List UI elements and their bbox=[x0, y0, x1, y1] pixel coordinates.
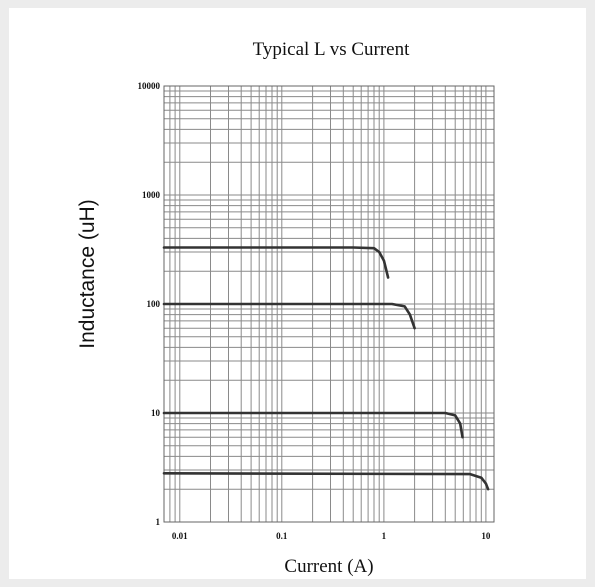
x-tick-labels: 0.01 0.1 1 10 bbox=[172, 531, 491, 541]
x-tick-label: 0.1 bbox=[276, 531, 288, 541]
y-tick-label: 100 bbox=[147, 299, 161, 309]
chart-card: 0.01 0.1 1 10 1 10 100 1000 10000 Typical L vs … bbox=[9, 8, 586, 579]
inductance-curve-2 bbox=[162, 302, 416, 330]
curves bbox=[162, 246, 490, 491]
y-tick-label: 1000 bbox=[142, 190, 161, 200]
y-axis-label: Inductance (uH) bbox=[76, 199, 99, 348]
x-axis-label: Current (A) bbox=[284, 556, 373, 577]
inductance-curve-4 bbox=[162, 472, 490, 491]
x-tick-label: 10 bbox=[481, 531, 491, 541]
chart-title: Typical L vs Current bbox=[253, 39, 411, 60]
y-tick-label: 10 bbox=[151, 408, 161, 418]
inductance-curve-3 bbox=[162, 411, 464, 439]
x-tick-label: 1 bbox=[382, 531, 387, 541]
y-tick-label: 1 bbox=[156, 517, 161, 527]
x-tick-label: 0.01 bbox=[172, 531, 188, 541]
inductance-chart: 0.01 0.1 1 10 1 10 100 1000 10000 Typical L vs … bbox=[76, 39, 495, 577]
inductance-curve-1 bbox=[162, 246, 390, 279]
y-tick-label: 10000 bbox=[138, 81, 161, 91]
y-tick-labels: 1 10 100 1000 10000 bbox=[138, 81, 161, 527]
